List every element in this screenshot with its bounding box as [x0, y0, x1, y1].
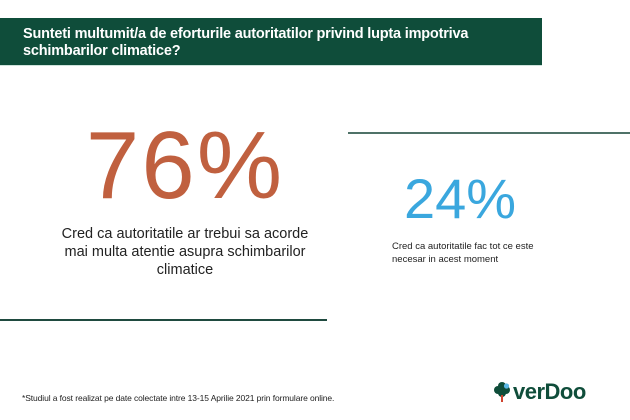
- question-header: Sunteti multumit/a de eforturile autorit…: [0, 18, 542, 66]
- secondary-description: Cred ca autoritatile fac tot ce este nec…: [392, 241, 534, 265]
- verdoo-logo: verDoo: [494, 380, 586, 404]
- divider-bottom-left: [0, 319, 327, 321]
- secondary-percentage: 24%: [403, 167, 517, 230]
- primary-description: Cred ca autoritatile ar trebui sa acorde…: [61, 226, 309, 278]
- logo-wordmark: verDoo: [513, 379, 586, 404]
- study-footnote: *Studiul a fost realizat pe date colecta…: [22, 393, 335, 403]
- divider-top-right: [348, 132, 630, 134]
- primary-percentage: 76%: [85, 112, 285, 219]
- tree-icon: [494, 382, 510, 402]
- question-title: Sunteti multumit/a de eforturile autorit…: [23, 26, 469, 59]
